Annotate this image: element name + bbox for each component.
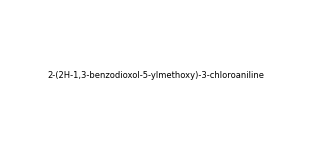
Text: 2-(2H-1,3-benzodioxol-5-ylmethoxy)-3-chloroaniline: 2-(2H-1,3-benzodioxol-5-ylmethoxy)-3-chl… (47, 71, 264, 81)
